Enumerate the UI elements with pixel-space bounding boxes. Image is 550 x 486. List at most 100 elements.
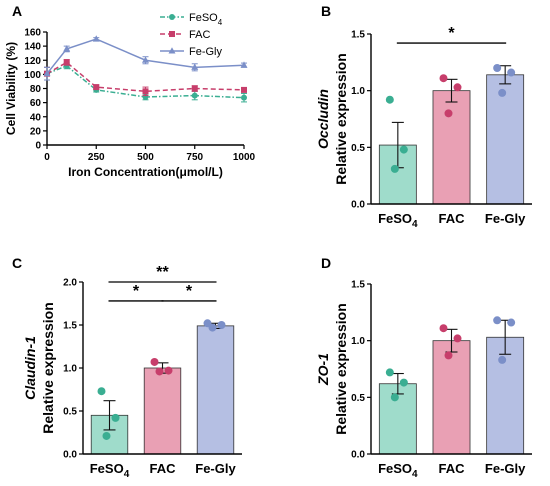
bar-FAC [432, 90, 471, 205]
significance-label: * [186, 283, 193, 300]
category-label-FAC: FAC [150, 461, 177, 476]
bar-Fe-Gly [486, 74, 525, 205]
y-tick-label-a: 80 [30, 84, 42, 95]
x-tick-label-a: 0 [44, 152, 50, 163]
data-point-Fe-Gly [191, 63, 199, 70]
data-point-FeSO4 [191, 92, 198, 99]
series-line-FeSO4 [46, 65, 245, 99]
category-label-FeSO4-sub: 4 [412, 219, 418, 230]
category-label-FAC: FAC [439, 211, 466, 226]
replicate-point [453, 83, 462, 92]
significance-label: * [133, 283, 140, 300]
y-axis-gene-b: Occludin [315, 89, 331, 149]
y-tick-label-c: 2.0 [63, 278, 77, 289]
replicate-point [390, 393, 399, 402]
replicate-point [399, 378, 408, 387]
x-tick-label-a: 1000 [233, 152, 256, 163]
category-label-FeSO4-sub: 4 [124, 469, 130, 480]
category-label-Fe-Gly: Fe-Gly [195, 461, 236, 476]
panel-b: B FeSO4 FAC Fe-Gly 0.0 0.5 1.0 1.5 Relative expr… [315, 3, 532, 230]
legend-entry-FAC: FAC [189, 29, 210, 41]
replicate-point [164, 366, 173, 375]
series-line-Fe-Gly [46, 38, 245, 75]
category-label-FeSO4: FeSO4 [378, 461, 418, 480]
y-tick-label-c: 1.0 [63, 364, 77, 375]
y-axis-title-b: Relative expression [333, 53, 349, 185]
data-point-FAC [241, 86, 247, 93]
y-tick-label-d: 0.5 [351, 393, 365, 404]
replicate-point [444, 351, 453, 360]
bar-Fe-Gly [196, 325, 235, 455]
category-label-Fe-Gly: Fe-Gly [485, 461, 526, 476]
panel-d: D FeSO4 FAC Fe-Gly 0.0 0.5 1.0 1.5 Relative expr… [315, 255, 532, 480]
y-tick-label-c: 0.0 [63, 450, 77, 461]
category-label-FAC-main: FAC [439, 461, 466, 476]
data-point-FAC [63, 59, 70, 66]
category-label-Fe-Gly-main: Fe-Gly [485, 211, 526, 226]
replicate-point [493, 316, 502, 325]
category-label-FeSO4-main: FeSO [90, 461, 124, 476]
data-point-Fe-Gly [43, 69, 51, 77]
replicate-point [453, 334, 462, 343]
y-tick-label-c: 0.5 [63, 407, 77, 418]
x-tick-label-a: 250 [88, 152, 105, 163]
legend-entry-FeSO4-sub: 4 [218, 18, 223, 27]
replicate-point [150, 357, 159, 366]
replicate-point [385, 368, 394, 377]
data-point-FAC [191, 85, 198, 92]
y-tick-label-b: 0.0 [351, 200, 365, 211]
y-tick-label-a: 100 [24, 70, 41, 81]
significance-label: * [448, 25, 455, 42]
y-tick-label-b: 1.0 [351, 86, 365, 97]
data-point-Fe-Gly [92, 35, 100, 42]
category-label-FeSO4: FeSO4 [90, 461, 130, 480]
category-label-FAC-main: FAC [150, 461, 177, 476]
y-tick-label-c: 1.5 [63, 321, 77, 332]
legend-marker [169, 31, 175, 37]
y-axis-title-d: Relative expression [333, 303, 349, 435]
y-tick-label-a: 140 [24, 42, 41, 53]
replicate-point [439, 324, 448, 333]
data-point-Fe-Gly [142, 56, 149, 63]
x-tick-label-a: 500 [137, 152, 154, 163]
y-axis-title-c: Relative expression [40, 302, 56, 434]
panel-label-a: A [12, 3, 22, 19]
category-label-Fe-Gly: Fe-Gly [485, 211, 526, 226]
panel-label-b: B [321, 3, 331, 19]
replicate-point [102, 431, 111, 440]
replicate-point [390, 164, 399, 173]
y-tick-label-d: 1.0 [351, 336, 365, 347]
y-axis-gene-d: ZO-1 [315, 353, 331, 386]
y-tick-label-a: 40 [30, 112, 42, 123]
category-label-FeSO4-main: FeSO [378, 211, 412, 226]
replicate-point [444, 109, 453, 118]
series-line-FAC [46, 61, 245, 93]
y-tick-label-d: 0.0 [351, 450, 365, 461]
panel-label-c: C [12, 255, 22, 271]
replicate-point [155, 367, 164, 376]
panel-c: C FeSO4 FAC Fe-Gly 0.0 0.5 1.0 1.5 2.0 Relative e… [12, 255, 242, 480]
category-label-Fe-Gly-main: Fe-Gly [485, 461, 526, 476]
y-tick-label-a: 0 [35, 141, 41, 152]
y-tick-label-a: 20 [30, 126, 42, 137]
legend-entry-FeSO4: FeSO4 [189, 12, 223, 27]
data-point-FAC [93, 84, 100, 91]
data-point-FAC [142, 88, 149, 95]
panel-label-d: D [321, 255, 331, 271]
y-tick-label-d: 1.5 [351, 280, 365, 291]
replicate-point [208, 323, 217, 332]
replicate-point [97, 387, 106, 396]
legend-entry-FeSO4-main: FeSO [189, 12, 218, 24]
y-tick-label-b: 1.5 [351, 30, 365, 41]
replicate-point [493, 64, 502, 72]
replicate-point [399, 145, 408, 154]
data-point-Fe-Gly [63, 45, 71, 52]
legend-marker [168, 47, 176, 54]
replicate-point [111, 413, 120, 422]
y-axis-gene-c: Claudin-1 [22, 336, 38, 400]
category-label-Fe-Gly-main: Fe-Gly [195, 461, 236, 476]
replicate-point [217, 321, 226, 329]
legend-entry-Fe-Gly: Fe-Gly [189, 46, 223, 58]
data-point-Fe-Gly [240, 61, 248, 68]
